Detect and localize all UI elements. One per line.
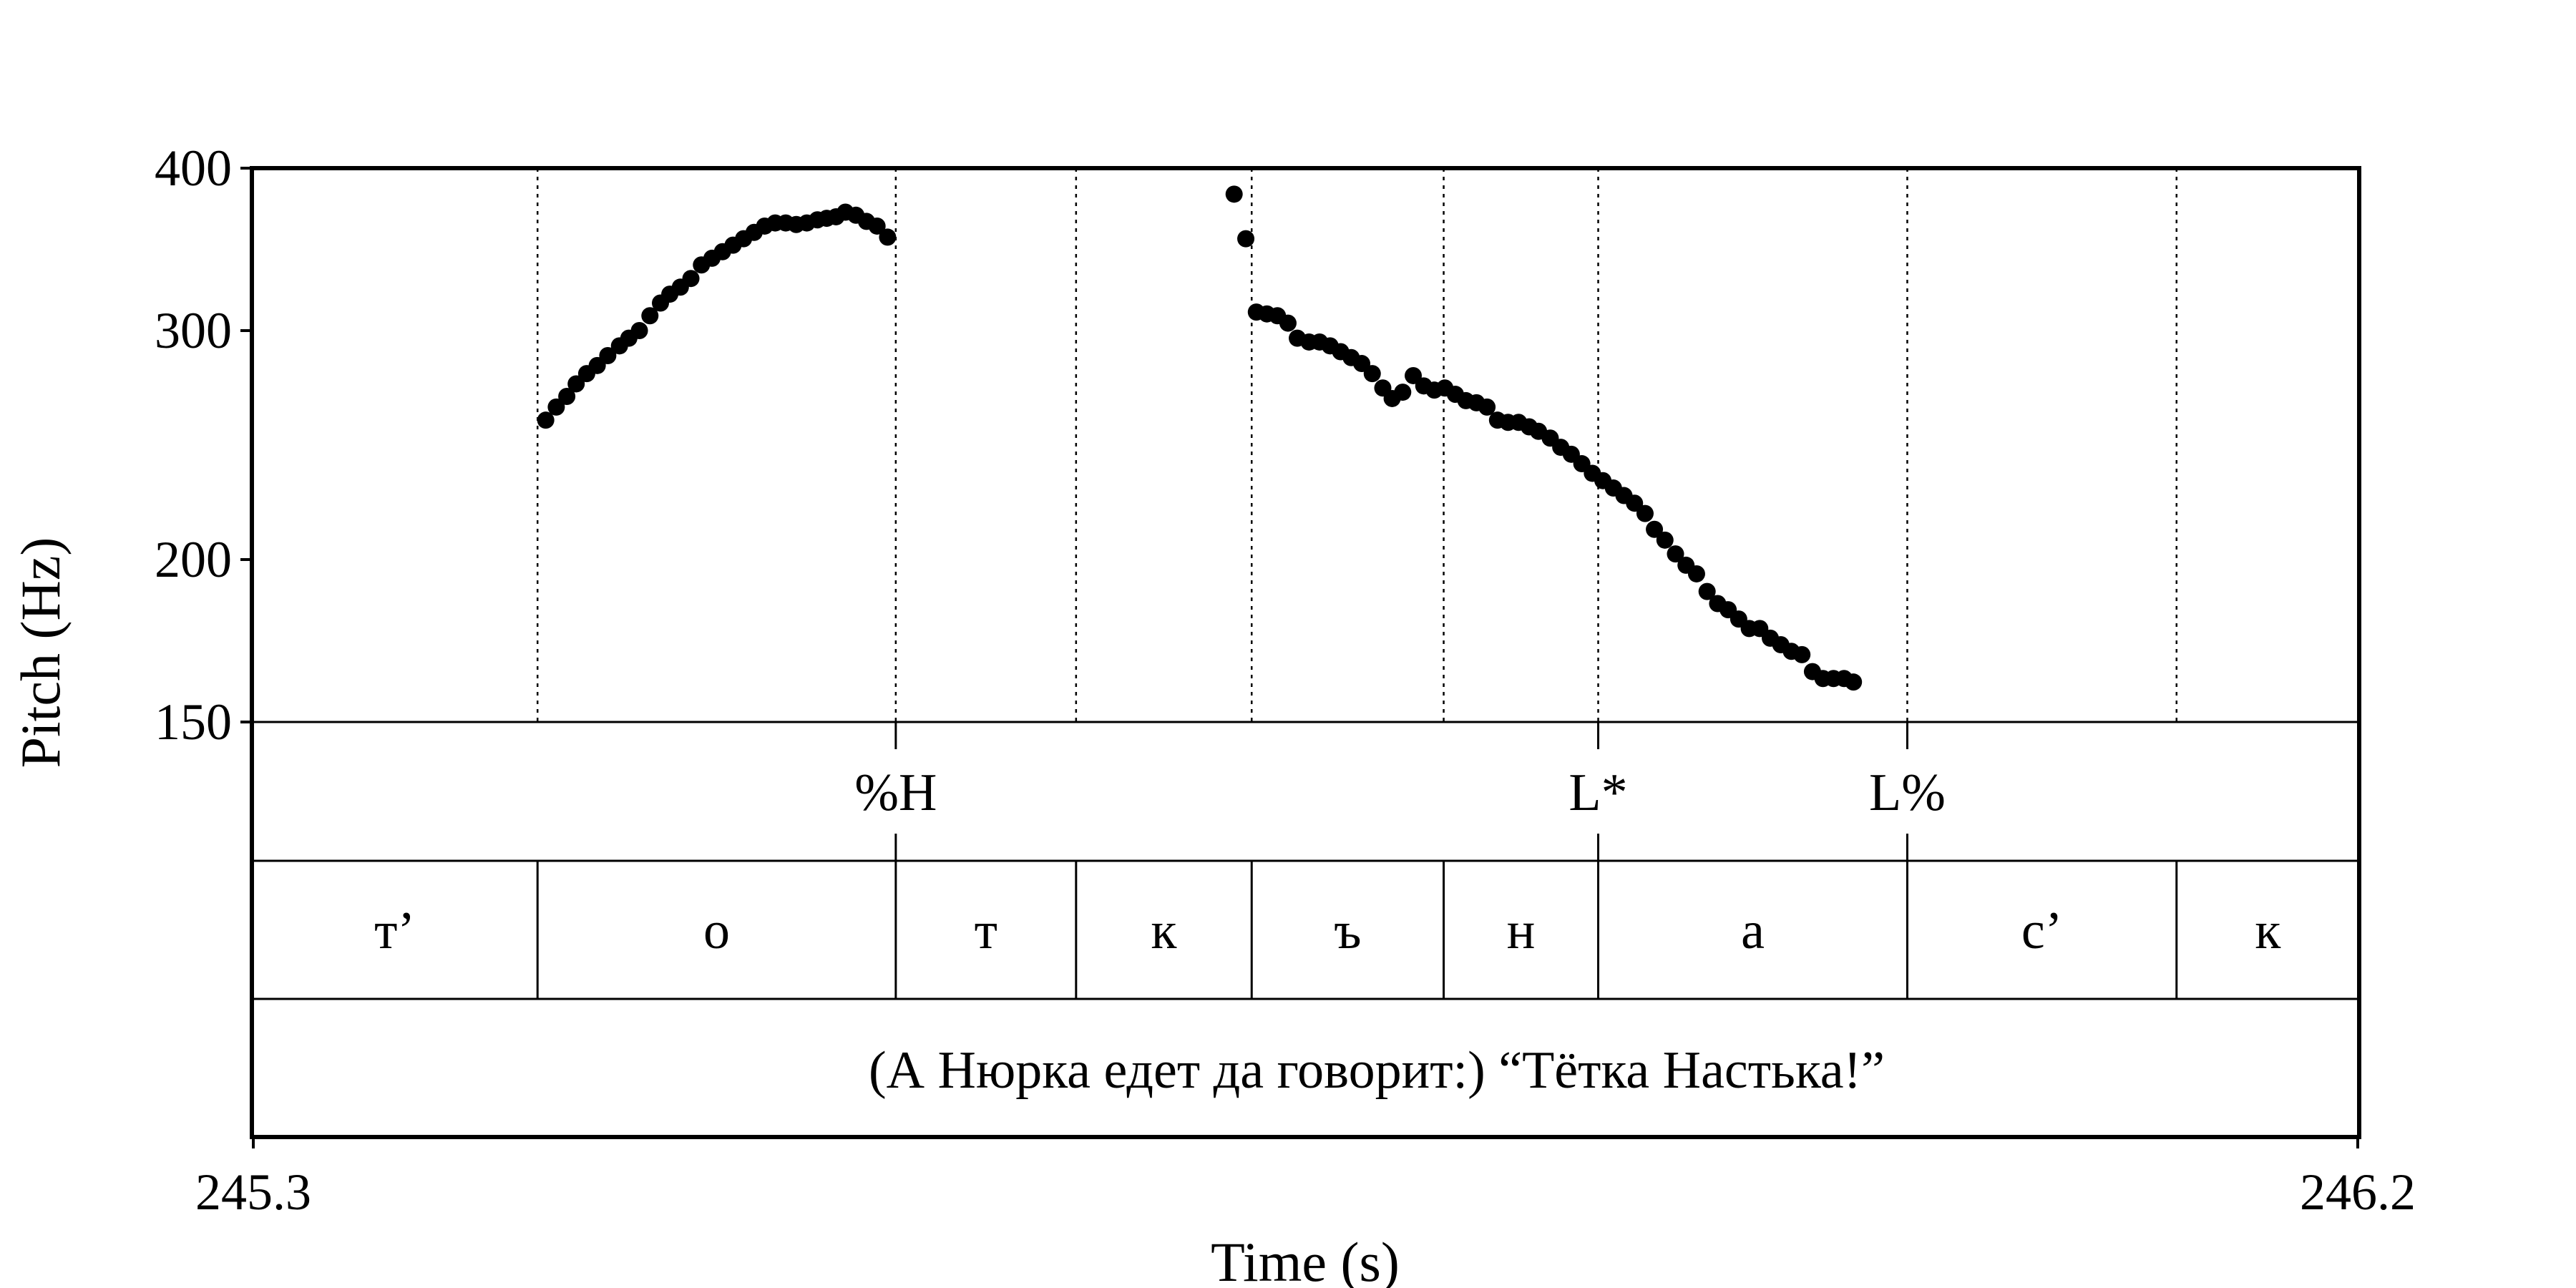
tone-label: %H	[854, 763, 937, 822]
boundary-lines	[536, 168, 2178, 999]
segment-label: с’	[2021, 902, 2063, 960]
tone-label: L*	[1568, 763, 1627, 822]
pitch-point	[1656, 531, 1674, 549]
segment-tier: т’ о т к ъ н а с’ к	[374, 902, 2281, 960]
pitch-point	[1279, 314, 1297, 332]
plot-frame	[250, 166, 2361, 1139]
y-axis-tick-label: 400	[155, 140, 232, 197]
pitch-point	[1405, 366, 1423, 384]
pitch-point	[1646, 520, 1664, 538]
pitch-point	[537, 411, 555, 429]
pitch-point	[558, 387, 576, 405]
segment-label: о	[703, 902, 730, 960]
pitch-point	[641, 307, 659, 325]
y-axis-tick-label: 150	[155, 693, 232, 751]
pitch-point	[879, 228, 897, 246]
segment-label: к	[1151, 902, 1178, 960]
segment-label: т’	[374, 902, 415, 960]
pitch-point	[1626, 494, 1644, 512]
pitch-point	[1478, 398, 1496, 416]
y-axis-title: Pitch (Hz)	[9, 537, 72, 769]
x-axis-tick-label-start: 245.3	[195, 1163, 311, 1221]
segment-label: к	[2255, 902, 2281, 960]
pitch-point	[567, 375, 585, 393]
tone-tier: %H L* L%	[854, 763, 1946, 822]
pitch-point	[1698, 582, 1716, 600]
y-axis-tick-label: 200	[155, 531, 232, 588]
pitch-points	[537, 185, 1863, 691]
segment-label: а	[1741, 902, 1765, 960]
pitch-point	[547, 398, 565, 416]
segment-label: т	[975, 902, 997, 960]
x-axis-tick-label-end: 246.2	[2300, 1163, 2416, 1221]
y-axis: 150 200 300 400	[155, 140, 252, 751]
pitch-point	[630, 322, 648, 340]
tone-label: L%	[1869, 763, 1946, 822]
pitch-point	[868, 217, 886, 235]
segment-label: ъ	[1334, 902, 1361, 960]
pitch-point	[1394, 384, 1412, 401]
x-axis-title: Time (s)	[1211, 1231, 1400, 1288]
pitch-point	[1845, 673, 1863, 691]
pitch-point	[1636, 504, 1654, 522]
pitch-point	[1667, 545, 1684, 563]
pitch-point	[1237, 230, 1255, 248]
pitch-point	[1363, 365, 1381, 383]
pitch-point	[1793, 645, 1811, 663]
segment-label: н	[1507, 902, 1536, 960]
sentence-label: (А Нюрка едет да говорит:) “Тётка Настьк…	[869, 1041, 1885, 1100]
pitch-point	[682, 270, 700, 288]
pitch-point	[1225, 185, 1243, 203]
y-axis-tick-label: 300	[155, 302, 232, 359]
pitch-point	[1687, 565, 1705, 582]
pitch-point	[599, 346, 617, 364]
